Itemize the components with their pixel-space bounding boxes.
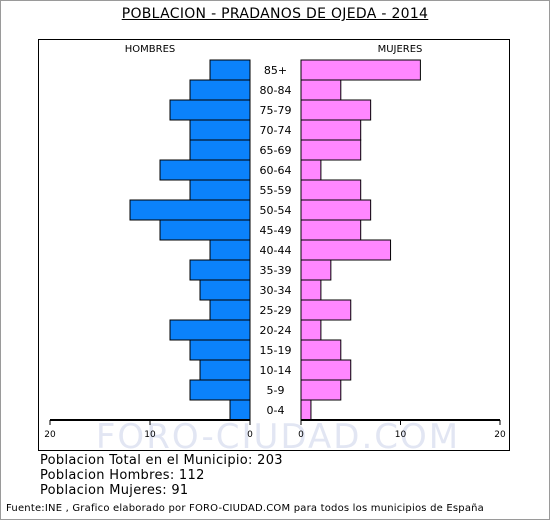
age-group-label: 30-34 xyxy=(260,284,292,297)
legend-mujeres: MUJERES xyxy=(378,44,423,55)
female-bar xyxy=(300,119,362,141)
male-bar xyxy=(199,359,251,381)
male-bar xyxy=(209,239,251,261)
age-group-label: 35-39 xyxy=(260,264,292,277)
male-bar xyxy=(189,259,251,281)
age-group-label: 25-29 xyxy=(260,304,292,317)
total-population-text: Poblacion Total en el Municipio: 203 xyxy=(40,453,283,468)
male-bar xyxy=(189,179,251,201)
age-group-label: 70-74 xyxy=(260,124,292,137)
male-bar xyxy=(189,379,251,401)
female-bar xyxy=(300,199,372,221)
male-bar xyxy=(169,319,251,341)
x-tick-label-right: 0 xyxy=(298,430,304,440)
x-tick-label-left: 20 xyxy=(44,430,56,440)
x-tick-label-right: 20 xyxy=(494,430,506,440)
age-group-label: 10-14 xyxy=(260,364,292,377)
age-group-label: 20-24 xyxy=(260,324,292,337)
age-group-label: 80-84 xyxy=(260,84,292,97)
male-bar xyxy=(209,59,251,81)
female-bar xyxy=(300,379,342,401)
x-tick-label-left: 10 xyxy=(144,430,156,440)
male-bar xyxy=(189,79,251,101)
female-bar xyxy=(300,359,352,381)
female-bar xyxy=(300,239,392,261)
female-bar xyxy=(300,299,352,321)
source-note: Fuente:INE , Grafico elaborado por FORO-… xyxy=(6,503,485,514)
male-bar xyxy=(169,99,251,121)
female-bar xyxy=(300,399,312,421)
male-bar xyxy=(189,139,251,161)
x-tick-label-right: 10 xyxy=(395,430,407,440)
female-bar xyxy=(300,59,421,81)
female-bar xyxy=(300,139,362,161)
female-bar xyxy=(300,219,362,241)
legend-hombres: HOMBRES xyxy=(125,44,176,55)
plot-area xyxy=(38,39,510,451)
male-bar xyxy=(159,159,251,181)
x-tick-label-left: 0 xyxy=(247,430,253,440)
female-bar xyxy=(300,99,372,121)
male-bar xyxy=(189,339,251,361)
age-group-label: 55-59 xyxy=(260,184,292,197)
female-population-text: Poblacion Mujeres: 91 xyxy=(40,483,189,498)
age-group-label: 45-49 xyxy=(260,224,292,237)
age-group-label: 60-64 xyxy=(260,164,292,177)
age-group-label: 50-54 xyxy=(260,204,292,217)
male-bar xyxy=(159,219,251,241)
female-bar xyxy=(300,179,362,201)
age-group-label: 5-9 xyxy=(267,384,285,397)
male-population-text: Poblacion Hombres: 112 xyxy=(40,468,205,483)
male-bar xyxy=(199,279,251,301)
male-bar xyxy=(229,399,251,421)
female-bar xyxy=(300,339,342,361)
male-bar xyxy=(209,299,251,321)
male-bar xyxy=(129,199,251,221)
female-bar xyxy=(300,319,322,341)
chart-title: POBLACION - PRADANOS DE OJEDA - 2014 xyxy=(121,6,429,22)
age-group-label: 75-79 xyxy=(260,104,292,117)
female-bar xyxy=(300,159,322,181)
age-group-label: 15-19 xyxy=(260,344,292,357)
watermark-text: FORO-CIUDAD.COM xyxy=(96,417,460,457)
female-bar xyxy=(300,79,342,101)
female-bar xyxy=(300,259,332,281)
age-group-label: 65-69 xyxy=(260,144,292,157)
male-bar xyxy=(189,119,251,141)
age-group-label: 40-44 xyxy=(260,244,292,257)
age-group-label: 0-4 xyxy=(267,404,285,417)
age-group-label: 85+ xyxy=(264,64,287,77)
female-bar xyxy=(300,279,322,301)
